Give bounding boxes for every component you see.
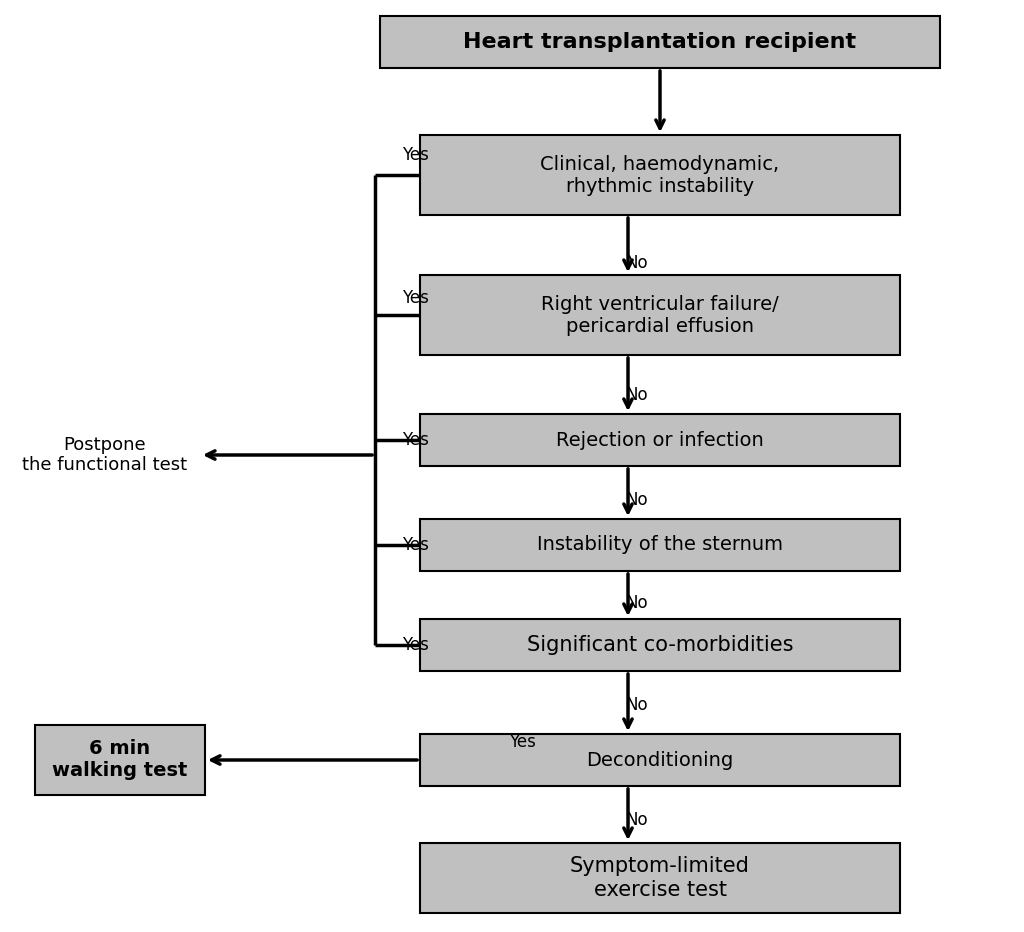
Text: No: No <box>625 254 647 272</box>
Text: Yes: Yes <box>401 431 428 449</box>
Text: Postpone
the functional test: Postpone the functional test <box>23 435 187 474</box>
Text: No: No <box>625 386 647 404</box>
Text: No: No <box>625 696 647 714</box>
FancyBboxPatch shape <box>420 519 900 571</box>
Text: Rejection or infection: Rejection or infection <box>556 431 764 449</box>
FancyBboxPatch shape <box>420 734 900 786</box>
FancyBboxPatch shape <box>420 619 900 671</box>
Text: Yes: Yes <box>401 536 428 554</box>
Text: Clinical, haemodynamic,
rhythmic instability: Clinical, haemodynamic, rhythmic instabi… <box>541 155 779 196</box>
Text: Yes: Yes <box>401 636 428 654</box>
FancyBboxPatch shape <box>420 414 900 466</box>
FancyBboxPatch shape <box>420 275 900 355</box>
Text: No: No <box>625 491 647 509</box>
Text: Yes: Yes <box>401 146 428 164</box>
Text: No: No <box>625 594 647 612</box>
Text: Instability of the sternum: Instability of the sternum <box>537 536 783 555</box>
Text: Significant co-morbidities: Significant co-morbidities <box>526 635 794 655</box>
Text: Right ventricular failure/
pericardial effusion: Right ventricular failure/ pericardial e… <box>541 295 779 336</box>
Text: Symptom-limited
exercise test: Symptom-limited exercise test <box>570 857 750 899</box>
Text: 6 min
walking test: 6 min walking test <box>52 739 187 780</box>
FancyBboxPatch shape <box>420 843 900 913</box>
Text: Heart transplantation recipient: Heart transplantation recipient <box>464 32 856 52</box>
FancyBboxPatch shape <box>35 725 205 795</box>
FancyBboxPatch shape <box>420 135 900 215</box>
Text: Yes: Yes <box>401 289 428 307</box>
Text: No: No <box>625 811 647 829</box>
FancyBboxPatch shape <box>380 16 940 68</box>
Text: Deconditioning: Deconditioning <box>587 750 733 770</box>
Text: Yes: Yes <box>509 733 536 751</box>
